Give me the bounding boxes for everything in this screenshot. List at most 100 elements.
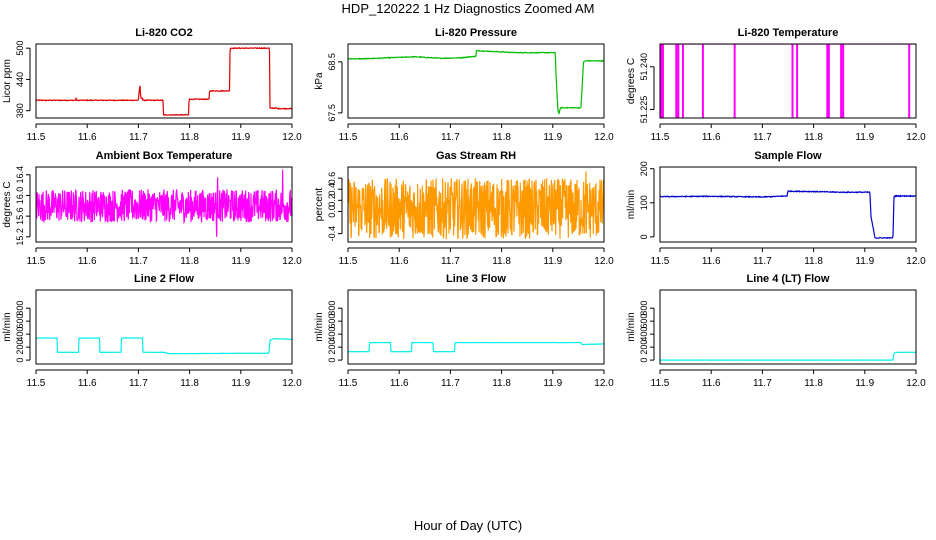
x-tick-label: 11.8: [180, 132, 199, 143]
plot-frame: [35, 166, 293, 243]
x-tick-label: 11.7: [441, 378, 460, 389]
series-line: [348, 171, 604, 240]
y-tick-label: 800: [327, 301, 337, 316]
x-tick-label: 11.6: [78, 132, 97, 143]
y-tick-label: 200: [639, 340, 649, 355]
y-tick-label: 100: [639, 195, 649, 210]
x-tick-label: 11.6: [390, 378, 409, 389]
x-tick-label: 11.7: [441, 132, 460, 143]
y-tick-label: 200: [327, 340, 337, 355]
figure-xlabel: Hour of Day (UTC): [413, 518, 523, 533]
x-tick-label: 11.5: [651, 132, 670, 143]
y-tick-label: 15.6: [15, 207, 25, 225]
y-tick-label: 0: [639, 234, 649, 239]
y-tick-label: 0.4: [327, 183, 337, 196]
plot-frame: [35, 289, 293, 365]
series-line: [348, 49, 604, 115]
panel-ylabel: degrees C: [2, 181, 13, 227]
x-tick-label: 11.5: [27, 378, 46, 389]
x-tick-label: 12.0: [594, 132, 614, 143]
y-tick-label: 0.0: [327, 205, 337, 218]
x-tick-label: 11.9: [543, 256, 562, 267]
series-line: [36, 46, 292, 117]
x-tick-label: 12.0: [594, 378, 614, 389]
panel-title: Sample Flow: [754, 150, 822, 162]
x-tick-label: 11.9: [855, 378, 874, 389]
x-tick-label: 11.6: [390, 132, 409, 143]
x-tick-label: 11.9: [855, 132, 874, 143]
x-tick-label: 11.8: [492, 132, 511, 143]
y-tick-label: -0.4: [327, 226, 337, 242]
y-tick-label: 0: [639, 358, 649, 363]
y-tick-label: 0.6: [327, 172, 337, 185]
plot-frame: [659, 43, 917, 119]
x-tick-label: 11.8: [492, 378, 511, 389]
x-tick-label: 12.0: [594, 256, 614, 267]
panel-ylabel: ml/min: [2, 312, 13, 341]
x-tick-label: 11.9: [231, 132, 250, 143]
x-tick-label: 11.8: [804, 256, 823, 267]
x-tick-label: 11.7: [129, 132, 148, 143]
x-tick-label: 11.6: [702, 256, 721, 267]
x-tick-label: 11.8: [492, 256, 511, 267]
y-tick-label: 400: [15, 327, 25, 342]
y-tick-label: 68.5: [327, 53, 337, 71]
y-tick-label: 800: [15, 301, 25, 316]
y-tick-label: 0: [327, 358, 337, 363]
y-tick-label: 67.5: [327, 104, 337, 122]
x-tick-label: 11.6: [78, 256, 97, 267]
plot-frame: [347, 43, 605, 119]
x-tick-label: 12.0: [282, 256, 302, 267]
y-tick-label: 15.2: [15, 228, 25, 246]
plot-frame: [659, 289, 917, 365]
x-tick-label: 11.7: [129, 256, 148, 267]
panel-title: Line 2 Flow: [134, 273, 194, 285]
panel-ylabel: ml/min: [626, 190, 637, 219]
x-tick-label: 11.9: [855, 256, 874, 267]
x-tick-label: 11.7: [753, 132, 772, 143]
x-tick-label: 11.6: [702, 378, 721, 389]
panel-ylabel: percent: [314, 188, 325, 222]
y-tick-label: 51.240: [639, 53, 649, 81]
x-tick-label: 12.0: [906, 256, 926, 267]
panel-ylabel: ml/min: [626, 312, 637, 341]
x-tick-label: 11.8: [180, 378, 199, 389]
y-tick-label: 400: [327, 327, 337, 342]
x-tick-label: 11.8: [804, 378, 823, 389]
x-tick-label: 11.7: [129, 378, 148, 389]
series-line: [36, 337, 292, 355]
plot-frame: [347, 166, 605, 243]
panel-title: Line 4 (LT) Flow: [747, 273, 830, 285]
y-tick-label: 500: [15, 41, 25, 56]
x-tick-label: 12.0: [282, 378, 302, 389]
y-tick-label: 200: [15, 340, 25, 355]
x-tick-label: 11.5: [339, 378, 358, 389]
x-tick-label: 11.7: [441, 256, 460, 267]
x-tick-label: 11.9: [543, 132, 562, 143]
panel-title: Li-820 Temperature: [738, 27, 839, 39]
panel-title: Gas Stream RH: [436, 150, 516, 162]
x-tick-label: 11.8: [804, 132, 823, 143]
plot-frame: [347, 289, 605, 365]
panel-title: Li-820 CO2: [135, 27, 192, 39]
x-tick-label: 11.6: [390, 256, 409, 267]
y-tick-label: 0: [15, 358, 25, 363]
y-tick-label: 51.225: [639, 96, 649, 124]
series-line: [660, 44, 916, 118]
x-tick-label: 12.0: [906, 132, 926, 143]
x-tick-label: 11.5: [651, 256, 670, 267]
series-line: [660, 189, 916, 239]
x-tick-label: 12.0: [906, 378, 926, 389]
y-tick-label: 600: [327, 314, 337, 329]
figure-title: HDP_120222 1 Hz Diagnostics Zoomed AM: [341, 1, 595, 16]
x-tick-label: 11.5: [27, 132, 46, 143]
x-tick-label: 11.5: [27, 256, 46, 267]
panel-title: Line 3 Flow: [446, 273, 506, 285]
x-tick-label: 11.6: [702, 132, 721, 143]
y-tick-label: 600: [639, 314, 649, 329]
x-tick-label: 11.7: [753, 256, 772, 267]
plot-frame: [35, 43, 293, 119]
y-tick-label: 380: [15, 103, 25, 118]
y-tick-label: 600: [15, 314, 25, 329]
